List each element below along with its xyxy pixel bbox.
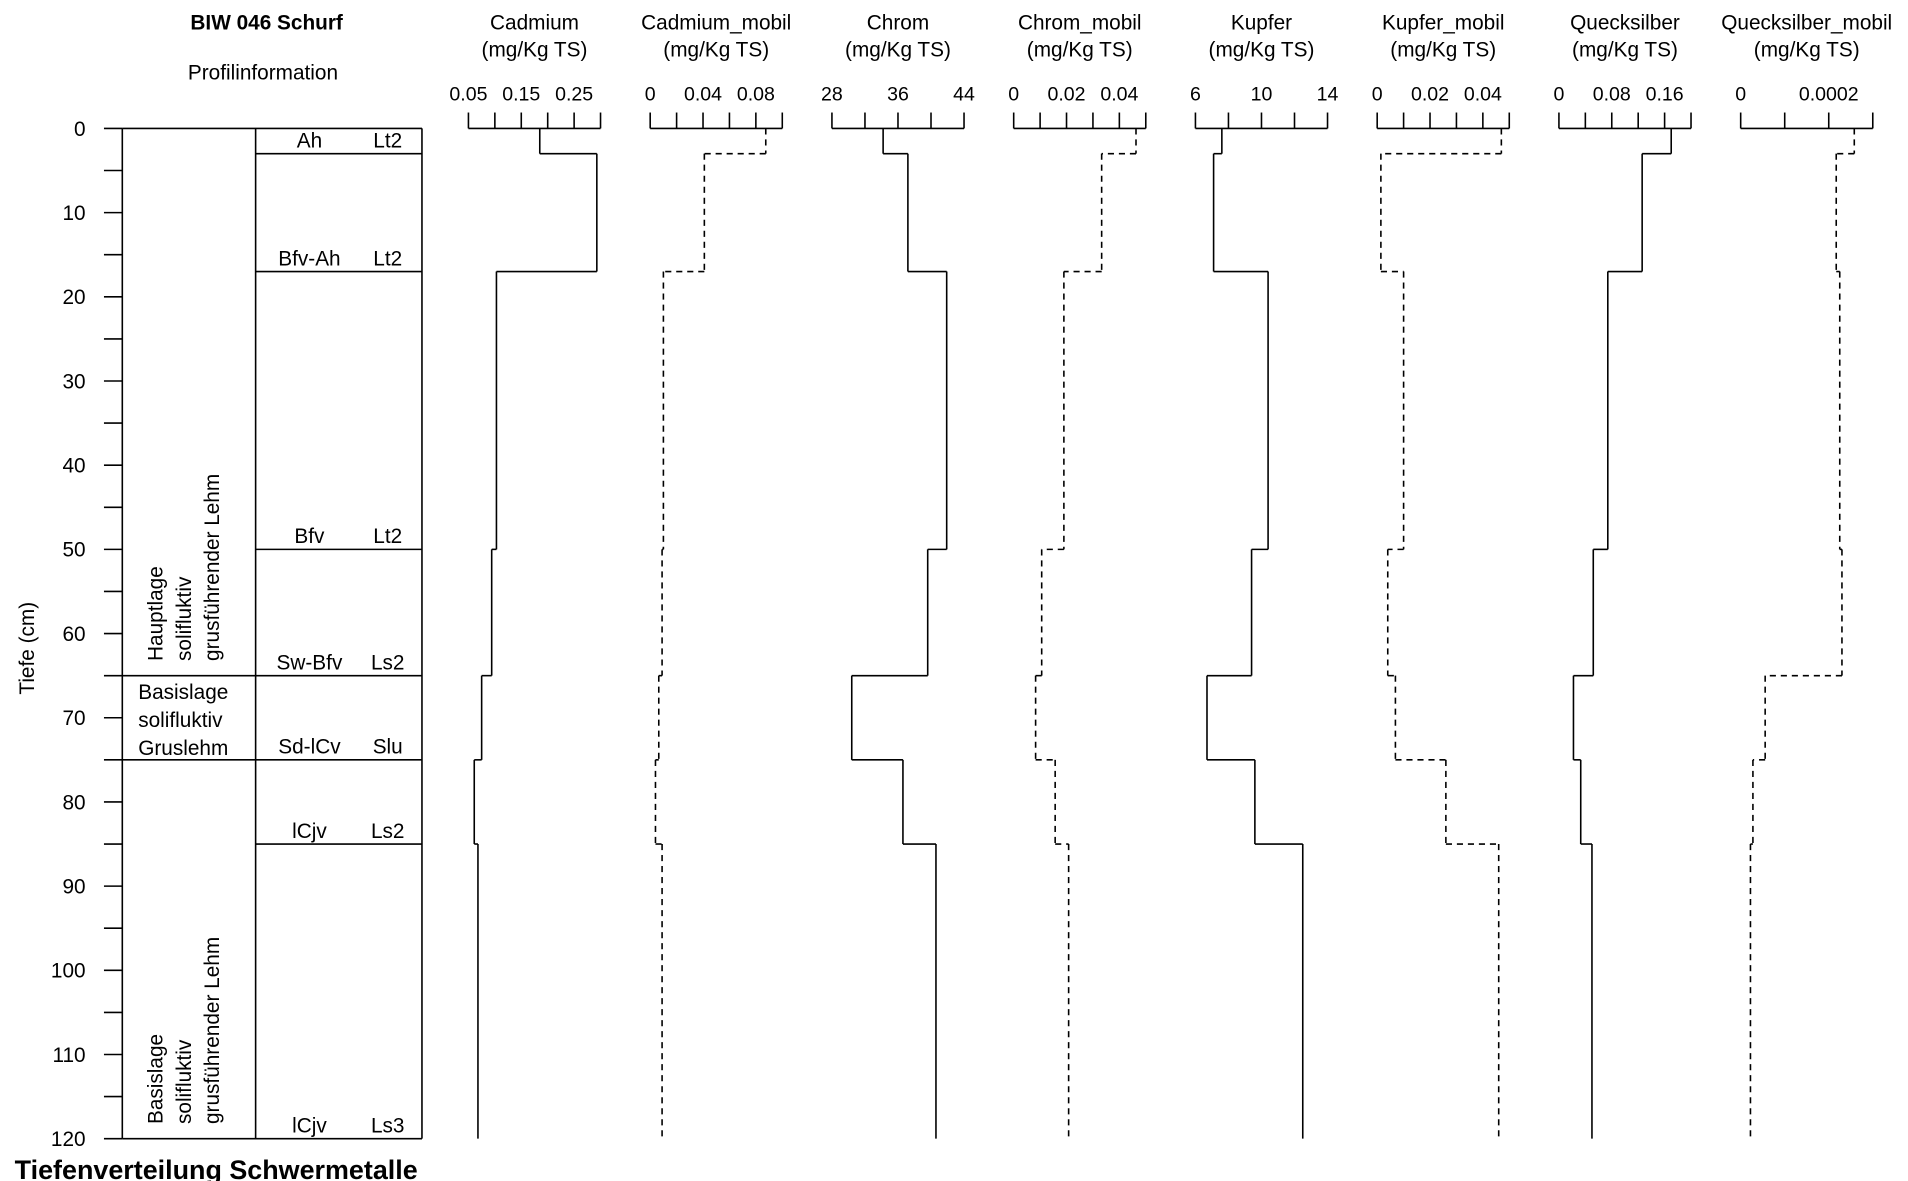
x-tick-label: 0 bbox=[645, 83, 656, 105]
x-tick-label: 0.16 bbox=[1646, 83, 1684, 105]
x-tick-label: 0.02 bbox=[1411, 83, 1449, 105]
layer-label: solifluktiv bbox=[173, 576, 196, 661]
x-tick-label: 14 bbox=[1317, 83, 1339, 105]
horizon-name: lCjv bbox=[292, 1115, 327, 1138]
panel-title: Quecksilber_mobil bbox=[1721, 11, 1892, 34]
y-tick-label: 10 bbox=[62, 202, 85, 225]
panel-unit: (mg/Kg TS) bbox=[1390, 38, 1496, 61]
horizon-texture: Lt2 bbox=[373, 525, 402, 548]
horizon-texture: Ls2 bbox=[371, 820, 405, 843]
layer-label: grusführender Lehm bbox=[201, 937, 224, 1124]
x-tick-label: 0.08 bbox=[737, 83, 775, 105]
panel-unit: (mg/Kg TS) bbox=[482, 38, 588, 61]
layer-label: Basislage bbox=[145, 1034, 168, 1124]
panel-unit: (mg/Kg TS) bbox=[1209, 38, 1315, 61]
y-tick-label: 110 bbox=[52, 1044, 85, 1067]
x-tick-label: 44 bbox=[953, 83, 975, 105]
panel-unit: (mg/Kg TS) bbox=[845, 38, 951, 61]
y-tick-label: 0 bbox=[74, 118, 86, 141]
panel-title: Chrom bbox=[867, 11, 929, 34]
x-tick-label: 0.08 bbox=[1593, 83, 1631, 105]
x-tick-label: 0 bbox=[1008, 83, 1019, 105]
profile-subtitle: Profilinformation bbox=[188, 61, 338, 84]
x-tick-label: 0.04 bbox=[1100, 83, 1138, 105]
horizon-name: Bfv bbox=[294, 525, 325, 548]
y-tick-label: 40 bbox=[62, 455, 85, 478]
x-tick-label: 0 bbox=[1553, 83, 1564, 105]
panel-title: Kupfer bbox=[1231, 11, 1292, 34]
y-tick-label: 70 bbox=[62, 707, 85, 730]
panel-unit: (mg/Kg TS) bbox=[1572, 38, 1678, 61]
horizon-name: Sw-Bfv bbox=[277, 652, 343, 675]
x-tick-label: 10 bbox=[1251, 83, 1273, 105]
y-axis-label: Tiefe (cm) bbox=[16, 602, 39, 695]
layer-label: grusführender Lehm bbox=[201, 474, 224, 661]
y-tick-label: 80 bbox=[62, 791, 85, 814]
x-tick-label: 36 bbox=[887, 83, 909, 105]
y-tick-label: 60 bbox=[62, 623, 85, 646]
panel-title: Cadmium bbox=[490, 11, 579, 34]
panel-unit: (mg/Kg TS) bbox=[663, 38, 769, 61]
layer-label: Gruslehm bbox=[138, 737, 228, 760]
x-tick-label: 0.05 bbox=[449, 83, 487, 105]
horizon-name: lCjv bbox=[292, 820, 327, 843]
y-tick-label: 120 bbox=[51, 1128, 86, 1151]
panel-title: Chrom_mobil bbox=[1018, 11, 1142, 34]
panel-unit: (mg/Kg TS) bbox=[1027, 38, 1133, 61]
x-tick-label: 0.0002 bbox=[1799, 83, 1859, 105]
horizon-texture: Lt2 bbox=[373, 130, 402, 153]
horizon-name: Bfv-Ah bbox=[278, 247, 340, 270]
chart-title: Tiefenverteilung Schwermetalle bbox=[15, 1155, 418, 1181]
x-tick-label: 6 bbox=[1190, 83, 1201, 105]
layer-label: solifluktiv bbox=[138, 709, 223, 732]
x-tick-label: 0.25 bbox=[555, 83, 593, 105]
horizon-name: Ah bbox=[297, 130, 322, 153]
layer-label: solifluktiv bbox=[173, 1039, 196, 1124]
profile-title: BIW 046 Schurf bbox=[190, 11, 343, 34]
x-tick-label: 0.02 bbox=[1047, 83, 1085, 105]
layer-label: Hauptlage bbox=[145, 566, 168, 661]
horizon-texture: Ls2 bbox=[371, 652, 405, 675]
y-tick-label: 50 bbox=[62, 539, 85, 562]
y-tick-label: 30 bbox=[62, 370, 85, 393]
y-tick-label: 100 bbox=[51, 960, 86, 983]
x-tick-label: 0 bbox=[1735, 83, 1746, 105]
horizon-texture: Slu bbox=[373, 736, 403, 759]
x-tick-label: 0.15 bbox=[502, 83, 540, 105]
y-tick-label: 20 bbox=[62, 286, 85, 309]
panel-unit: (mg/Kg TS) bbox=[1754, 38, 1860, 61]
x-tick-label: 0.04 bbox=[1464, 83, 1502, 105]
panel-title: Quecksilber bbox=[1570, 11, 1680, 34]
y-tick-label: 90 bbox=[62, 875, 85, 898]
x-tick-label: 28 bbox=[821, 83, 843, 105]
x-tick-label: 0.04 bbox=[684, 83, 722, 105]
horizon-name: Sd-lCv bbox=[278, 736, 341, 759]
panel-title: Kupfer_mobil bbox=[1382, 11, 1504, 34]
x-tick-label: 0 bbox=[1372, 83, 1383, 105]
layer-label: Basislage bbox=[138, 681, 228, 704]
panel-title: Cadmium_mobil bbox=[641, 11, 791, 34]
horizon-texture: Lt2 bbox=[373, 247, 402, 270]
horizon-texture: Ls3 bbox=[371, 1115, 405, 1138]
